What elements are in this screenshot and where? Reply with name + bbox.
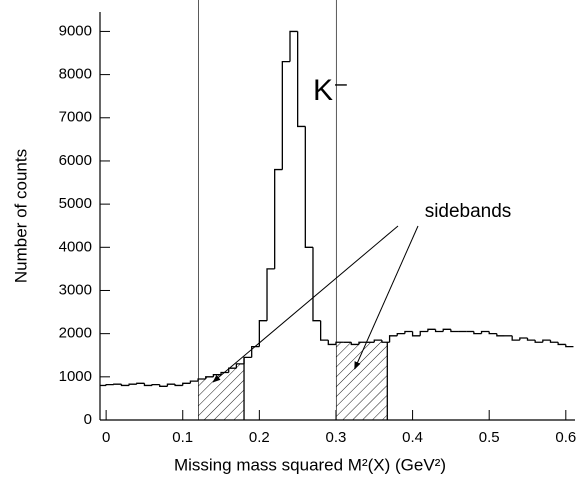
bin <box>427 328 436 332</box>
bin <box>266 268 275 321</box>
sideband-arrow <box>212 225 399 383</box>
bin <box>450 329 459 333</box>
bin <box>411 331 421 337</box>
bin <box>549 340 559 343</box>
sideband-area <box>198 357 245 420</box>
bin <box>350 342 359 346</box>
bin <box>235 363 245 369</box>
bin <box>496 333 505 337</box>
x-tick-label: 0.3 <box>326 429 347 446</box>
bin <box>557 342 566 346</box>
bin <box>220 371 229 375</box>
bin <box>319 320 329 341</box>
bin <box>304 126 313 248</box>
bin <box>274 168 283 269</box>
y-tick-label: 0 <box>84 411 92 428</box>
bin <box>526 337 536 341</box>
y-tick-label: 5000 <box>59 195 92 212</box>
bin <box>182 382 191 386</box>
sideband-area <box>335 340 388 420</box>
bin <box>281 61 290 170</box>
bin <box>388 335 398 343</box>
bin <box>159 384 168 387</box>
sideband-label: sidebands <box>425 201 512 222</box>
bin <box>488 331 497 335</box>
bin <box>534 340 543 343</box>
sideband-arrow <box>354 225 419 370</box>
y-axis-label: Number of counts <box>11 149 30 283</box>
bin <box>136 382 145 385</box>
bin <box>197 378 206 382</box>
bin <box>511 335 520 341</box>
bin <box>442 328 451 332</box>
x-tick-label: 0.1 <box>172 429 193 446</box>
x-axis-label: Missing mass squared M²(X) (GeV²) <box>174 455 446 474</box>
y-tick-label: 8000 <box>59 66 92 83</box>
bin <box>128 383 137 386</box>
bin <box>289 30 298 62</box>
bin <box>480 330 490 334</box>
bin <box>358 341 367 345</box>
histogram <box>100 0 574 420</box>
bin <box>251 345 260 358</box>
x-tick-label: 0.2 <box>249 429 270 446</box>
y-tick-label: 3000 <box>59 281 92 298</box>
bin <box>258 320 268 347</box>
y-tick-label: 6000 <box>59 152 92 169</box>
bin <box>373 339 382 343</box>
bin <box>404 330 413 334</box>
bin <box>143 383 153 387</box>
bin <box>189 380 199 384</box>
y-tick-label: 9000 <box>59 22 92 39</box>
bin <box>151 383 160 386</box>
bin <box>312 247 321 322</box>
bin <box>335 341 344 345</box>
y-tick-label: 1000 <box>59 368 92 385</box>
bin <box>473 331 482 335</box>
bin <box>120 384 130 387</box>
bin <box>542 339 551 343</box>
peak-label: K⁻ <box>313 74 349 107</box>
y-tick-label: 7000 <box>59 109 92 126</box>
x-tick-label: 0.6 <box>555 429 576 446</box>
bin <box>519 337 528 341</box>
x-tick-label: 0.4 <box>402 429 423 446</box>
bin <box>565 344 574 348</box>
bin <box>381 340 390 343</box>
bin <box>419 330 428 336</box>
bin <box>396 333 405 336</box>
bin <box>434 329 444 333</box>
bin <box>105 383 114 386</box>
y-tick-label: 2000 <box>59 325 92 342</box>
bin <box>174 384 183 387</box>
bin <box>205 376 214 379</box>
bin <box>243 356 252 364</box>
bin <box>166 383 176 387</box>
y-tick-label: 4000 <box>59 238 92 255</box>
bin <box>327 340 336 346</box>
x-tick-label: 0 <box>102 429 110 446</box>
bin <box>297 31 306 128</box>
x-tick-label: 0.5 <box>479 429 500 446</box>
